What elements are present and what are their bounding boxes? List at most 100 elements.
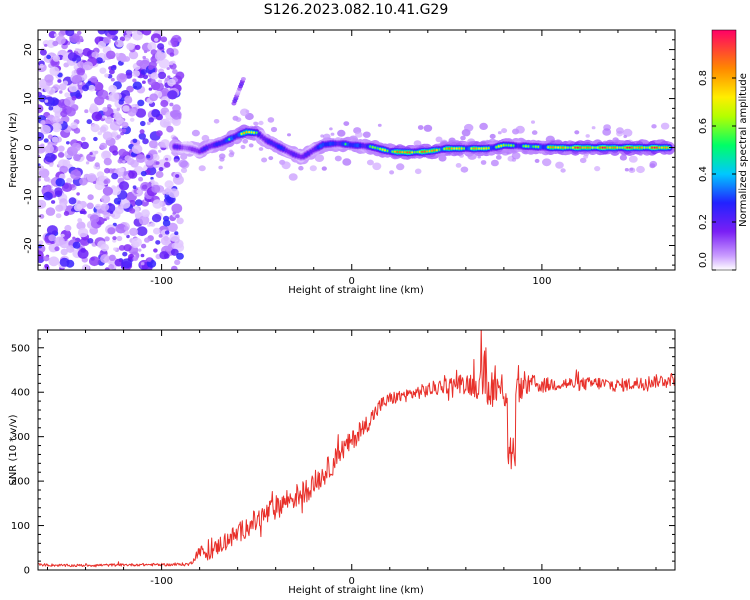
ridge-cell <box>618 146 621 149</box>
noise-cell <box>65 107 76 117</box>
noise-cell <box>128 44 134 49</box>
noise-cell <box>60 110 68 118</box>
faint-cell <box>660 122 670 130</box>
noise-cell <box>66 141 70 145</box>
ridge-cell <box>259 134 264 139</box>
noise-cell <box>77 248 89 259</box>
noise-cell <box>76 30 82 35</box>
faint-cell <box>337 129 346 137</box>
noise-cell <box>138 176 144 182</box>
noise-cell <box>105 116 113 125</box>
noise-cell <box>108 254 116 261</box>
colorbar-label: Normalized spectral amplitude <box>738 73 749 227</box>
faint-cell <box>377 123 382 127</box>
noise-cell <box>134 44 141 51</box>
noise-cell <box>113 247 117 251</box>
faint-cell <box>219 157 225 162</box>
noise-cell <box>48 106 54 111</box>
y-tick-label: 0 <box>24 566 30 577</box>
y-tick-label: 400 <box>11 388 30 399</box>
noise-cell <box>63 211 70 216</box>
noise-cell <box>135 154 146 163</box>
noise-cell <box>97 30 106 35</box>
faint-cell <box>623 135 627 139</box>
noise-cell <box>164 180 174 189</box>
noise-cell <box>154 82 164 91</box>
faint-cell <box>389 170 395 175</box>
noise-cell <box>94 150 99 154</box>
noise-cell <box>129 50 138 58</box>
faint-cell <box>636 165 645 174</box>
ridge-cell <box>547 146 550 149</box>
ridge-cell <box>541 145 545 150</box>
noise-cell <box>107 227 116 235</box>
noise-cell <box>113 112 122 120</box>
noise-cell <box>172 69 178 75</box>
ridge-cell <box>393 150 396 153</box>
noise-cell <box>164 157 169 161</box>
noise-cell <box>121 258 133 269</box>
ridge-cell <box>384 149 386 152</box>
ridge-cell <box>379 147 382 151</box>
noise-cell <box>71 95 77 101</box>
ridge-cell <box>480 147 483 150</box>
faint-cell <box>423 124 433 132</box>
noise-cell <box>90 123 100 133</box>
faint-cell <box>542 158 552 167</box>
noise-cell <box>157 79 163 84</box>
faint-cell <box>628 155 638 163</box>
noise-cell <box>129 117 135 122</box>
noise-cell <box>55 178 66 187</box>
noise-cell <box>68 197 77 205</box>
ridge-cell <box>495 146 498 149</box>
noise-cell <box>102 131 113 141</box>
noise-cell <box>132 30 143 41</box>
faint-cell <box>261 157 268 163</box>
ridge-cell <box>485 147 488 150</box>
noise-cell <box>127 108 137 117</box>
noise-cell <box>44 263 49 269</box>
noise-cell <box>111 213 115 218</box>
noise-cell <box>72 236 76 240</box>
noise-cell <box>166 67 170 70</box>
ridge-cell <box>228 138 231 141</box>
noise-cell <box>143 50 148 54</box>
noise-cell <box>98 175 105 181</box>
noise-cell <box>90 103 97 110</box>
noise-cell <box>175 174 180 178</box>
y-tick-label: 0 <box>23 144 34 150</box>
ridge-cell <box>253 131 255 134</box>
noise-cell <box>137 99 145 107</box>
ridge-cell <box>604 146 606 149</box>
snr-frame <box>37 329 676 571</box>
faint-cell <box>460 166 469 173</box>
noise-cell <box>174 259 181 266</box>
noise-cell <box>94 203 102 210</box>
ridge-cell <box>421 150 424 153</box>
ridge-cell <box>643 146 646 149</box>
ridge-cell <box>369 145 372 148</box>
x-tick-label: 0 <box>349 276 355 287</box>
noise-cell <box>87 194 94 201</box>
faint-cell <box>477 155 482 159</box>
noise-cell <box>141 184 148 190</box>
faint-cell <box>180 167 188 173</box>
noise-cell <box>108 84 117 93</box>
noise-cell <box>38 132 45 141</box>
noise-cell <box>47 134 54 140</box>
y-tick-label: -10 <box>23 188 34 204</box>
noise-cell <box>51 136 59 143</box>
ridge-cell <box>606 146 609 149</box>
ridge-cell <box>301 154 306 159</box>
faint-cell <box>489 133 496 139</box>
ridge-cell <box>581 146 584 149</box>
noise-cell <box>147 223 151 227</box>
noise-cell <box>104 236 110 242</box>
noise-cell <box>138 215 150 226</box>
noise-cell <box>85 161 90 165</box>
noise-cell <box>76 192 80 196</box>
noise-cell <box>46 225 58 236</box>
noise-cell <box>44 99 49 103</box>
noise-cell <box>124 95 132 103</box>
